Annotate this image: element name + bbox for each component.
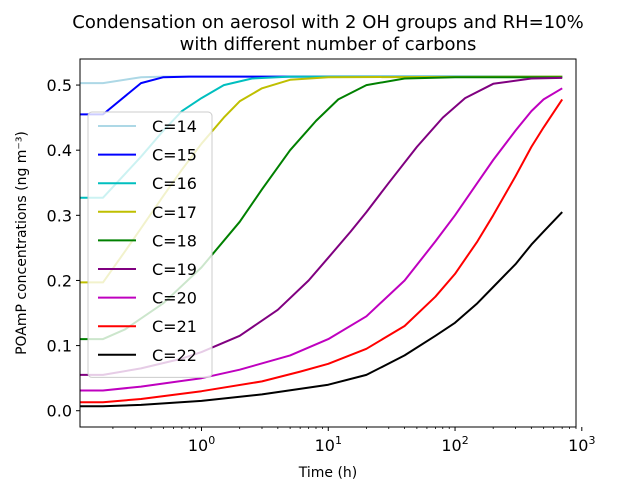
legend-label: C=18 <box>152 231 197 250</box>
chart-title-line-2: with different number of carbons <box>180 34 477 55</box>
legend-label: C=22 <box>152 346 197 365</box>
legend-label: C=20 <box>152 289 197 308</box>
legend: C=14 C=15 C=16 C=17 C=18 C=19 C=20 C=21 C=22 <box>87 111 213 378</box>
legend-label: C=17 <box>152 203 197 222</box>
y-tick-label: 0.5 <box>47 76 72 95</box>
y-axis-label: POAmP concentrations (ng m⁻³) <box>14 131 30 355</box>
legend-label: C=19 <box>152 260 197 279</box>
legend-label: C=21 <box>152 317 197 336</box>
x-axis-ticks: 100 101 102 103 <box>112 427 595 455</box>
legend-label: C=14 <box>152 117 197 136</box>
y-tick-label: 0.4 <box>47 141 72 160</box>
y-tick-label: 0.3 <box>47 206 72 225</box>
legend-box <box>87 111 213 378</box>
legend-label: C=16 <box>152 174 197 193</box>
x-tick-label: 103 <box>568 434 595 455</box>
x-tick-label: 102 <box>441 434 468 455</box>
x-axis-label: Time (h) <box>298 465 358 480</box>
y-tick-label: 0.2 <box>47 271 72 290</box>
legend-label: C=15 <box>152 146 197 165</box>
y-tick-label: 0.0 <box>47 402 72 421</box>
y-tick-label: 0.1 <box>47 337 72 356</box>
x-tick-label: 101 <box>315 434 342 455</box>
chart-title-line-1: Condensation on aerosol with 2 OH groups… <box>72 12 584 33</box>
series-line-c-21 <box>80 98 564 404</box>
x-tick-label: 100 <box>188 434 215 455</box>
series-line-c-20 <box>80 87 563 392</box>
series-line-c-15 <box>80 75 563 116</box>
series-line-c-22 <box>80 211 563 408</box>
y-axis-ticks: 0.0 0.1 0.2 0.3 0.4 0.5 <box>47 76 80 421</box>
